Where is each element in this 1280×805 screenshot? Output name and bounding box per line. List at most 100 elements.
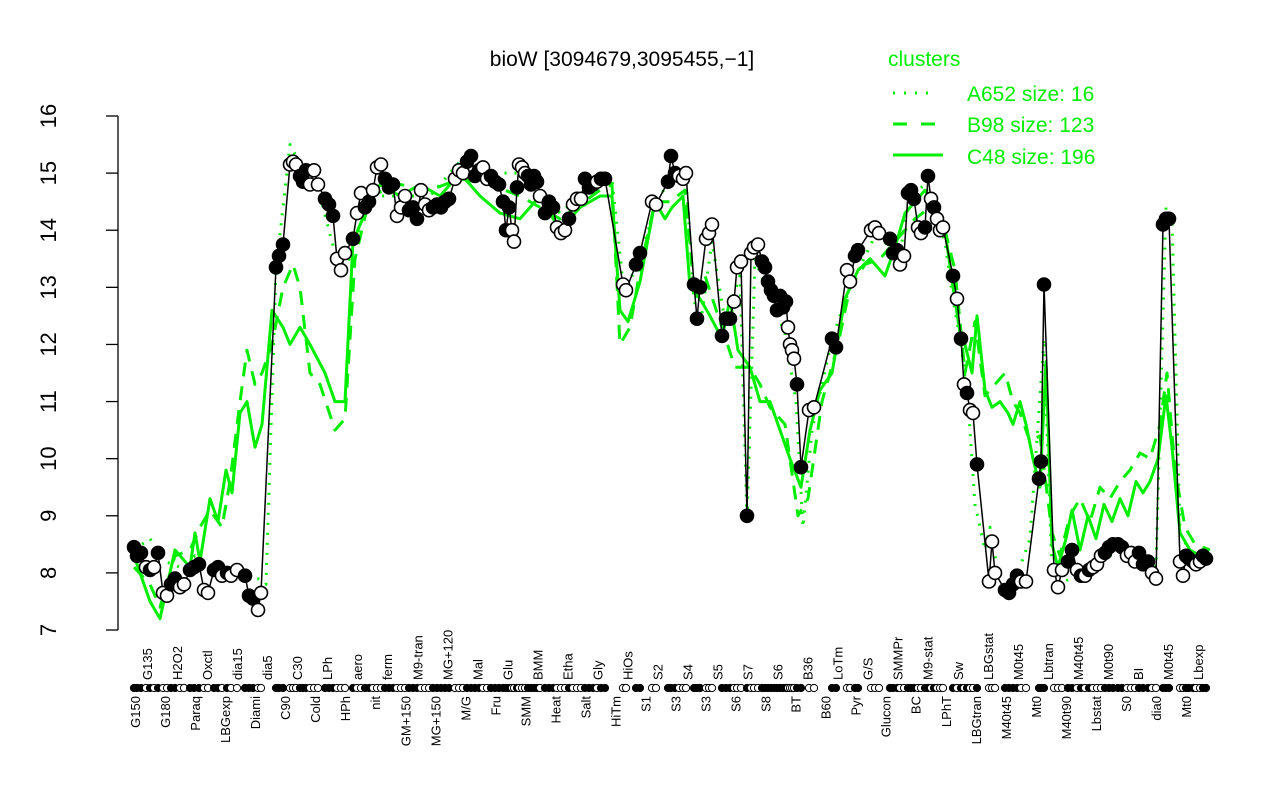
data-point: [491, 177, 507, 192]
data-point: [739, 508, 755, 524]
x-tick-label-bottom: BT: [789, 696, 804, 713]
data-point: [1148, 571, 1164, 586]
data-point: [509, 180, 525, 195]
x-marker: [621, 683, 631, 693]
data-point: [663, 148, 679, 164]
x-tick-label-top: M9-tran: [410, 635, 425, 680]
x-tick-label-bottom: B60: [819, 696, 834, 719]
x-tick-label-top: C30: [290, 656, 305, 680]
data-point: [385, 177, 401, 192]
x-tick-label-bottom: M40t90: [1059, 696, 1074, 739]
x-marker: [340, 683, 350, 693]
x-tick-label-bottom: Mt0: [1179, 696, 1194, 718]
x-marker: [256, 683, 266, 693]
x-marker: [681, 683, 691, 693]
x-marker: [600, 683, 610, 693]
x-marker: [1151, 683, 1161, 693]
x-tick-label-bottom: S3: [669, 696, 684, 712]
data-point: [780, 319, 796, 335]
legend-entry-b98: B98 size: 123: [967, 114, 1094, 137]
x-tick-label-bottom: Pyr: [849, 695, 864, 715]
x-tick-label-bottom: M/G: [458, 696, 473, 721]
cluster-line-solid: [132, 171, 1210, 621]
x-tick-label-top: Mal: [470, 659, 485, 680]
x-tick-label-top: dia5: [260, 655, 275, 680]
x-tick-label-bottom: M40t45: [999, 696, 1014, 739]
data-point: [150, 545, 166, 561]
x-tick-label-bottom: C90: [278, 696, 293, 720]
legend-title: clusters: [888, 48, 960, 71]
x-tick-label-bottom: Paraq: [188, 696, 203, 731]
x-tick-label-top: M0t45: [1011, 644, 1026, 680]
data-point: [325, 208, 341, 224]
data-point: [176, 576, 192, 592]
x-marker: [796, 683, 806, 693]
data-point: [959, 385, 975, 401]
x-tick-label-bottom: Lbstat: [1089, 696, 1104, 732]
data-point: [200, 585, 216, 601]
cluster-line-dashed: [132, 177, 1211, 609]
data-point: [945, 268, 961, 284]
chart-title: bioW [3094679,3095455,−1]: [490, 48, 754, 71]
data-point: [253, 585, 269, 601]
y-tick-label: 8: [36, 567, 61, 579]
data-point: [648, 197, 664, 212]
x-tick-label-bottom: LBGexp: [218, 696, 233, 743]
data-point: [786, 351, 802, 367]
data-point: [882, 231, 898, 247]
x-tick-label-bottom: GM+150: [398, 696, 413, 746]
data-point: [704, 217, 720, 232]
y-tick-label: 16: [36, 104, 61, 128]
y-tick-label: 13: [36, 275, 61, 299]
x-tick-label-top: Etha: [560, 652, 575, 680]
data-point: [842, 274, 858, 289]
x-tick-label-bottom: HPh: [338, 696, 353, 721]
data-point: [850, 242, 866, 258]
x-marker: [707, 683, 717, 693]
data-point: [1018, 574, 1034, 589]
x-tick-label-top: ferm: [380, 654, 395, 680]
x-marker: [1164, 683, 1174, 693]
y-tick-label: 12: [36, 332, 61, 356]
data-point: [133, 545, 149, 561]
x-tick-label-top: M40t45: [1071, 637, 1086, 680]
data-point: [920, 168, 936, 184]
data-point: [793, 459, 809, 475]
data-point: [632, 245, 648, 261]
data-point: [365, 182, 381, 198]
data-point: [463, 148, 479, 164]
data-point: [1161, 211, 1177, 227]
data-point: [789, 377, 805, 392]
x-tick-label-bottom: HiTm: [608, 696, 623, 727]
data-point: [806, 399, 822, 415]
x-tick-label-top: H2O2: [170, 646, 185, 680]
x-tick-label-top: S2: [651, 664, 666, 680]
data-point: [573, 191, 589, 207]
data-point: [146, 559, 162, 575]
x-tick-label-top: M0t90: [1101, 644, 1116, 680]
data-point: [306, 163, 322, 178]
data-point: [726, 294, 742, 309]
data-point: [906, 191, 922, 207]
data-point: [529, 174, 545, 189]
x-marker: [938, 683, 948, 693]
legend-entry-c48: C48 size: 196: [967, 146, 1095, 169]
x-tick-label-bottom: G180: [158, 696, 173, 728]
data-point: [191, 556, 207, 572]
data-point: [237, 568, 253, 584]
x-tick-label-top: Gly: [590, 660, 605, 680]
x-tick-label-top: dia15: [230, 648, 245, 680]
data-point: [828, 339, 844, 355]
y-axis: 7 8 9 10 11 12 13 14 15 16: [36, 104, 119, 636]
data-point: [1031, 471, 1047, 487]
x-tick-label-bottom: LBGtran: [969, 696, 984, 744]
data-point: [1033, 454, 1049, 469]
x-tick-label-bottom: dia0: [1149, 696, 1164, 721]
x-tick-label-bottom: BC: [909, 696, 924, 714]
data-point: [333, 262, 349, 278]
x-marker: [1039, 683, 1049, 693]
x-tick-label-bottom: S6: [729, 696, 744, 712]
x-tick-label-top: S4: [681, 664, 696, 680]
